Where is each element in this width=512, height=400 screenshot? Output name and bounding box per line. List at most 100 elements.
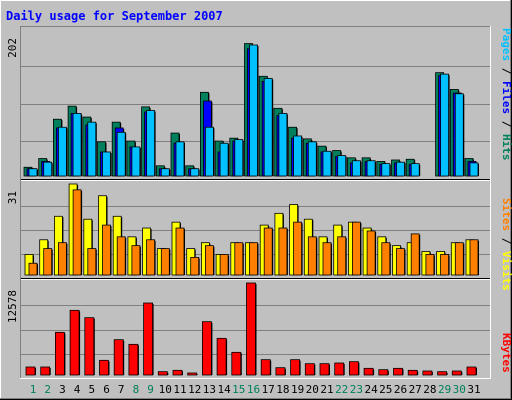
bar-kbytes-day-30: [451, 370, 462, 376]
bar-kbytes-day-24: [363, 367, 374, 376]
day-label-6: 6: [103, 383, 110, 396]
bar-pages-day-19: [293, 135, 303, 177]
side-top-part-3: /: [500, 114, 512, 134]
bar-sites-day-26: [396, 248, 405, 276]
bar-pages-day-22: [337, 155, 347, 177]
bar-pages-day-6: [102, 151, 111, 177]
bar-sites-day-7: [116, 236, 126, 276]
bar-pages-day-4: [72, 113, 82, 177]
bar-kbytes-day-22: [334, 362, 345, 376]
ymax-label-kbytes: 12578: [6, 290, 19, 323]
bar-kbytes-day-1: [25, 366, 36, 376]
day-label-27: 27: [409, 383, 422, 396]
bar-pages-day-13: [204, 126, 214, 177]
day-label-9: 9: [147, 383, 154, 396]
side-mid-part-1: /: [500, 231, 512, 251]
bars-visits-sites: [24, 183, 479, 276]
ymax-label-hits: 202: [6, 38, 19, 58]
bar-pages-day-12: [190, 168, 200, 177]
day-label-3: 3: [59, 383, 66, 396]
bar-sites-day-5: [87, 248, 97, 276]
bar-pages-day-23: [351, 160, 361, 177]
bar-kbytes-day-2: [40, 366, 51, 376]
bar-sites-day-23: [351, 221, 361, 276]
bar-sites-day-18: [278, 227, 288, 276]
side-label-hits-files-pages: Pages / Files / Hits: [500, 28, 512, 161]
day-label-13: 13: [203, 383, 216, 396]
bar-sites-day-24: [366, 230, 376, 276]
bar-kbytes-day-29: [437, 371, 448, 376]
bar-pages-day-27: [410, 163, 420, 177]
bar-sites-day-9: [146, 239, 156, 276]
bar-pages-day-30: [454, 93, 464, 177]
bar-sites-day-19: [293, 221, 303, 276]
bar-kbytes-day-16: [246, 282, 256, 376]
bar-pages-day-3: [58, 126, 67, 177]
bar-sites-day-30: [454, 242, 464, 276]
day-label-17: 17: [262, 383, 275, 396]
bar-pages-day-16: [249, 44, 258, 177]
bar-kbytes-day-11: [172, 369, 183, 376]
bar-sites-day-28: [425, 254, 435, 276]
bar-sites-day-8: [131, 245, 141, 276]
day-label-30: 30: [453, 383, 466, 396]
bar-pages-day-14: [219, 142, 229, 177]
side-mid-part-0: Sites: [500, 198, 512, 231]
day-label-20: 20: [306, 383, 319, 396]
bar-kbytes-day-5: [84, 317, 95, 376]
day-label-4: 4: [74, 383, 81, 396]
bar-kbytes-day-12: [187, 372, 198, 376]
bar-pages-day-17: [263, 78, 273, 177]
bar-sites-day-27: [410, 233, 420, 276]
bar-pages-day-31: [469, 162, 479, 177]
bars-kbytes: [25, 282, 477, 376]
bar-sites-day-15: [234, 242, 244, 276]
day-label-25: 25: [379, 383, 392, 396]
bar-kbytes-day-17: [260, 359, 271, 376]
side-label-visits-sites: Sites / Visits: [500, 198, 512, 291]
bar-pages-day-5: [87, 121, 97, 177]
day-label-12: 12: [188, 383, 201, 396]
bar-pages-day-8: [131, 146, 141, 177]
bar-kbytes-day-25: [378, 369, 389, 376]
day-labels: 1 2 3 4 5 6 7 8 9 10 11 12 13 14 15 16 17 18 19 20 21 22 23 24 2…: [30, 383, 481, 396]
bar-kbytes-day-20: [304, 363, 315, 376]
bar-sites-day-11: [175, 227, 185, 276]
day-label-29: 29: [438, 383, 451, 396]
day-label-8: 8: [133, 383, 140, 396]
bar-kbytes-day-6: [99, 359, 109, 376]
bar-pages-day-7: [116, 131, 126, 177]
side-top-part-0: Pages: [500, 28, 512, 61]
side-top-part-4: Hits: [500, 134, 512, 161]
bar-pages-day-15: [234, 139, 244, 177]
bar-pages-day-29: [440, 73, 450, 177]
day-label-7: 7: [118, 383, 125, 396]
day-label-26: 26: [394, 383, 407, 396]
day-label-28: 28: [423, 383, 436, 396]
day-label-1: 1: [30, 383, 37, 396]
bar-sites-day-3: [58, 242, 67, 276]
bar-sites-day-16: [249, 242, 258, 276]
bar-pages-day-21: [322, 150, 332, 177]
bar-kbytes-day-21: [319, 363, 330, 376]
day-label-2: 2: [44, 383, 51, 396]
bar-kbytes-day-15: [231, 351, 242, 376]
side-mid-part-2: Visits: [500, 251, 512, 291]
bar-sites-day-12: [190, 256, 200, 276]
side-top-part-1: /: [500, 61, 512, 81]
bar-kbytes-day-31: [466, 366, 477, 376]
day-label-15: 15: [232, 383, 245, 396]
bar-kbytes-day-4: [69, 309, 80, 376]
bar-sites-day-4: [72, 189, 82, 276]
day-label-23: 23: [350, 383, 363, 396]
bar-kbytes-day-7: [113, 339, 124, 376]
chart-title: Daily usage for September 2007: [6, 9, 223, 23]
bar-sites-day-1: [28, 262, 38, 276]
bar-kbytes-day-14: [216, 337, 227, 376]
bar-kbytes-day-23: [348, 361, 359, 376]
bar-sites-day-14: [219, 254, 229, 276]
bar-kbytes-day-9: [143, 302, 154, 376]
bar-sites-day-29: [440, 254, 450, 276]
bar-sites-day-6: [102, 224, 111, 276]
day-label-31: 31: [467, 383, 480, 396]
